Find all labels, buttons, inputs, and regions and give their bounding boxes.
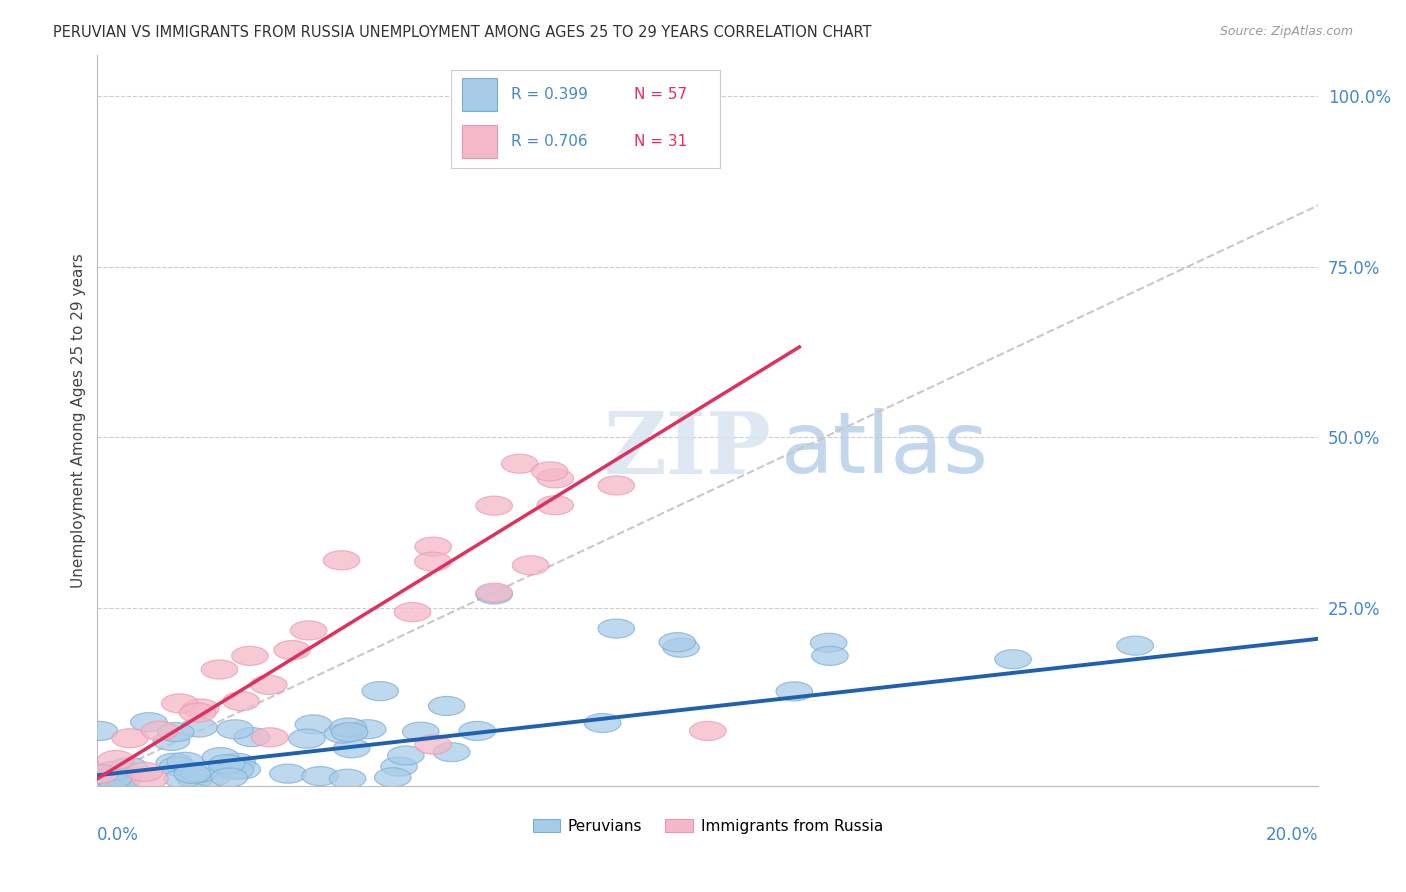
Ellipse shape [475, 583, 512, 602]
Ellipse shape [194, 767, 231, 787]
Ellipse shape [349, 720, 387, 739]
Ellipse shape [157, 723, 194, 741]
Ellipse shape [537, 496, 574, 515]
Ellipse shape [458, 722, 495, 740]
Ellipse shape [219, 753, 256, 772]
Ellipse shape [537, 469, 574, 488]
Ellipse shape [598, 475, 634, 495]
Ellipse shape [433, 743, 470, 762]
Ellipse shape [302, 766, 339, 786]
Ellipse shape [659, 632, 696, 652]
Y-axis label: Unemployment Among Ages 25 to 29 years: Unemployment Among Ages 25 to 29 years [72, 253, 86, 588]
Ellipse shape [183, 698, 219, 718]
Ellipse shape [429, 697, 465, 715]
Ellipse shape [232, 647, 269, 665]
Legend: Peruvians, Immigrants from Russia: Peruvians, Immigrants from Russia [527, 813, 889, 840]
Ellipse shape [374, 768, 411, 787]
Text: ZIP: ZIP [605, 408, 772, 491]
Ellipse shape [96, 761, 132, 780]
Ellipse shape [662, 638, 699, 657]
Ellipse shape [127, 763, 163, 781]
Ellipse shape [512, 556, 548, 574]
Ellipse shape [159, 756, 195, 776]
Ellipse shape [470, 87, 506, 105]
Ellipse shape [82, 722, 118, 740]
Ellipse shape [394, 602, 430, 622]
Text: atlas: atlas [782, 408, 988, 491]
Text: PERUVIAN VS IMMIGRANTS FROM RUSSIA UNEMPLOYMENT AMONG AGES 25 TO 29 YEARS CORREL: PERUVIAN VS IMMIGRANTS FROM RUSSIA UNEMP… [53, 25, 872, 40]
Ellipse shape [361, 681, 398, 700]
Text: 0.0%: 0.0% [97, 826, 139, 844]
Ellipse shape [502, 454, 538, 474]
Ellipse shape [211, 768, 247, 787]
Ellipse shape [290, 621, 328, 640]
Text: 20.0%: 20.0% [1265, 826, 1319, 844]
Ellipse shape [180, 764, 217, 782]
Ellipse shape [180, 703, 217, 723]
Ellipse shape [224, 760, 260, 779]
Ellipse shape [131, 713, 167, 731]
Ellipse shape [531, 462, 568, 481]
Ellipse shape [330, 718, 367, 737]
Ellipse shape [252, 728, 288, 747]
Ellipse shape [217, 760, 253, 780]
Ellipse shape [180, 718, 218, 737]
Text: Source: ZipAtlas.com: Source: ZipAtlas.com [1219, 25, 1353, 38]
Ellipse shape [776, 681, 813, 701]
Ellipse shape [174, 764, 211, 783]
Ellipse shape [217, 720, 253, 739]
Ellipse shape [274, 640, 311, 660]
Ellipse shape [288, 729, 325, 748]
Ellipse shape [222, 691, 259, 711]
Ellipse shape [233, 728, 270, 747]
Ellipse shape [598, 619, 634, 638]
Ellipse shape [388, 746, 425, 765]
Ellipse shape [1116, 636, 1153, 655]
Ellipse shape [153, 731, 190, 750]
Ellipse shape [162, 694, 198, 713]
Ellipse shape [475, 496, 512, 516]
Ellipse shape [142, 722, 179, 740]
Ellipse shape [87, 769, 124, 789]
Ellipse shape [105, 769, 142, 789]
Ellipse shape [295, 714, 332, 734]
Ellipse shape [415, 735, 451, 754]
Ellipse shape [402, 723, 439, 741]
Ellipse shape [332, 723, 368, 742]
Ellipse shape [270, 764, 307, 783]
Ellipse shape [167, 752, 204, 772]
Ellipse shape [811, 647, 848, 665]
Ellipse shape [94, 769, 131, 789]
Ellipse shape [111, 757, 148, 776]
Ellipse shape [82, 764, 118, 783]
Ellipse shape [165, 769, 201, 789]
Ellipse shape [112, 729, 149, 747]
Ellipse shape [132, 769, 169, 789]
Ellipse shape [689, 722, 725, 740]
Ellipse shape [323, 550, 360, 570]
Ellipse shape [810, 633, 846, 652]
Ellipse shape [329, 769, 366, 789]
Ellipse shape [156, 753, 193, 772]
Ellipse shape [475, 585, 512, 604]
Ellipse shape [80, 769, 117, 789]
Ellipse shape [994, 649, 1032, 669]
Ellipse shape [415, 552, 451, 571]
Ellipse shape [415, 537, 451, 557]
Ellipse shape [97, 750, 135, 770]
Ellipse shape [177, 769, 214, 789]
Ellipse shape [201, 660, 238, 679]
Ellipse shape [202, 747, 239, 767]
Ellipse shape [250, 675, 287, 694]
Ellipse shape [333, 739, 370, 758]
Ellipse shape [325, 724, 361, 743]
Ellipse shape [585, 714, 621, 732]
Ellipse shape [208, 755, 245, 773]
Ellipse shape [96, 769, 132, 789]
Ellipse shape [101, 769, 138, 789]
Ellipse shape [381, 757, 418, 776]
